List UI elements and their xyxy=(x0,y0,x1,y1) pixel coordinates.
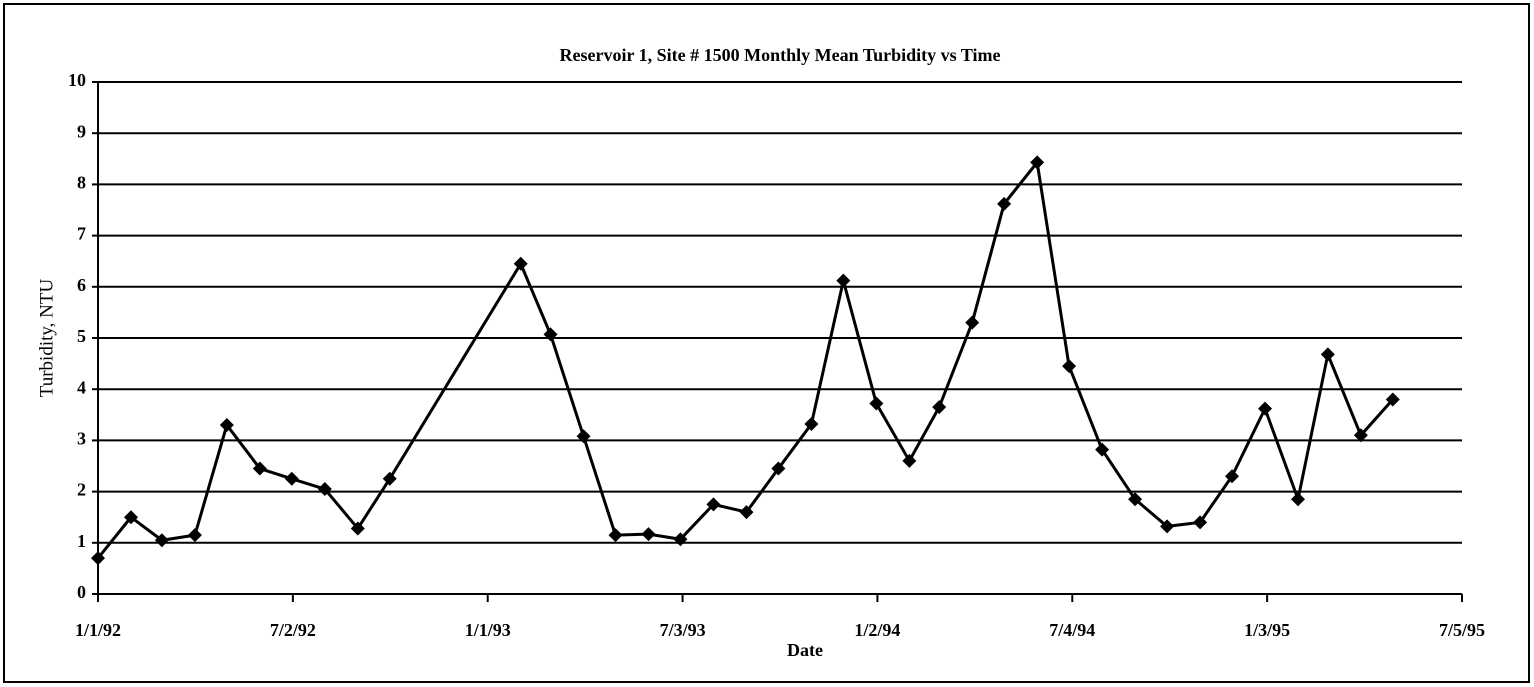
y-tick-label: 3 xyxy=(77,429,86,449)
data-point xyxy=(317,482,332,497)
data-line xyxy=(96,158,1394,560)
data-point xyxy=(382,471,397,486)
x-tick-label: 1/3/95 xyxy=(1244,620,1290,640)
data-point xyxy=(219,418,234,433)
x-tick-label: 7/4/94 xyxy=(1049,620,1095,640)
data-point xyxy=(1095,442,1110,457)
data-point xyxy=(1385,392,1400,407)
data-point xyxy=(739,505,754,520)
data-point xyxy=(187,528,202,543)
data-point xyxy=(869,396,884,411)
data-point xyxy=(1062,359,1077,374)
data-point xyxy=(543,327,558,342)
data-point xyxy=(673,532,688,547)
data-point xyxy=(932,400,947,415)
data-point xyxy=(1291,492,1306,507)
y-tick-label: 5 xyxy=(77,326,86,346)
data-point xyxy=(1320,347,1335,362)
y-tick-label: 1 xyxy=(77,531,86,551)
data-point xyxy=(836,273,851,288)
data-point xyxy=(1353,428,1368,443)
data-point xyxy=(1258,401,1273,416)
data-point xyxy=(608,528,623,543)
x-tick-label: 1/1/92 xyxy=(75,620,121,640)
data-point xyxy=(706,497,721,512)
y-tick-label: 2 xyxy=(77,480,86,500)
data-point xyxy=(997,196,1012,211)
data-point xyxy=(804,417,819,432)
x-tick-label: 1/2/94 xyxy=(854,620,900,640)
data-point xyxy=(252,461,267,476)
data-point xyxy=(284,471,299,486)
data-point xyxy=(902,453,917,468)
data-point xyxy=(154,533,169,548)
x-tick-label: 1/1/93 xyxy=(465,620,511,640)
data-point xyxy=(1030,155,1045,170)
data-point xyxy=(91,551,105,566)
data-point xyxy=(1160,519,1175,534)
y-tick-label: 10 xyxy=(68,70,86,90)
y-tick-label: 6 xyxy=(77,275,86,295)
data-point xyxy=(1225,469,1240,484)
x-tick-label: 7/3/93 xyxy=(660,620,706,640)
x-tick-label: 7/2/92 xyxy=(270,620,316,640)
data-point xyxy=(1128,492,1143,507)
y-tick-label: 0 xyxy=(77,582,86,602)
data-point xyxy=(641,527,656,542)
y-tick-label: 9 xyxy=(77,121,86,141)
x-tick-label: 7/5/95 xyxy=(1439,620,1485,640)
data-point xyxy=(124,510,139,525)
frame xyxy=(3,3,1530,683)
chart-title: Reservoir 1, Site # 1500 Monthly Mean Tu… xyxy=(559,45,1000,65)
data-point xyxy=(350,521,365,536)
x-axis-label: Date xyxy=(787,640,823,660)
y-tick-label: 4 xyxy=(77,377,86,397)
y-tick-label: 8 xyxy=(77,173,86,193)
data-point xyxy=(576,429,591,444)
data-point xyxy=(965,315,980,330)
data-point xyxy=(513,256,528,271)
data-point xyxy=(1193,515,1208,530)
y-axis-label: Turbidity, NTU xyxy=(36,279,57,398)
y-tick-label: 7 xyxy=(77,224,86,244)
data-point xyxy=(771,461,786,476)
